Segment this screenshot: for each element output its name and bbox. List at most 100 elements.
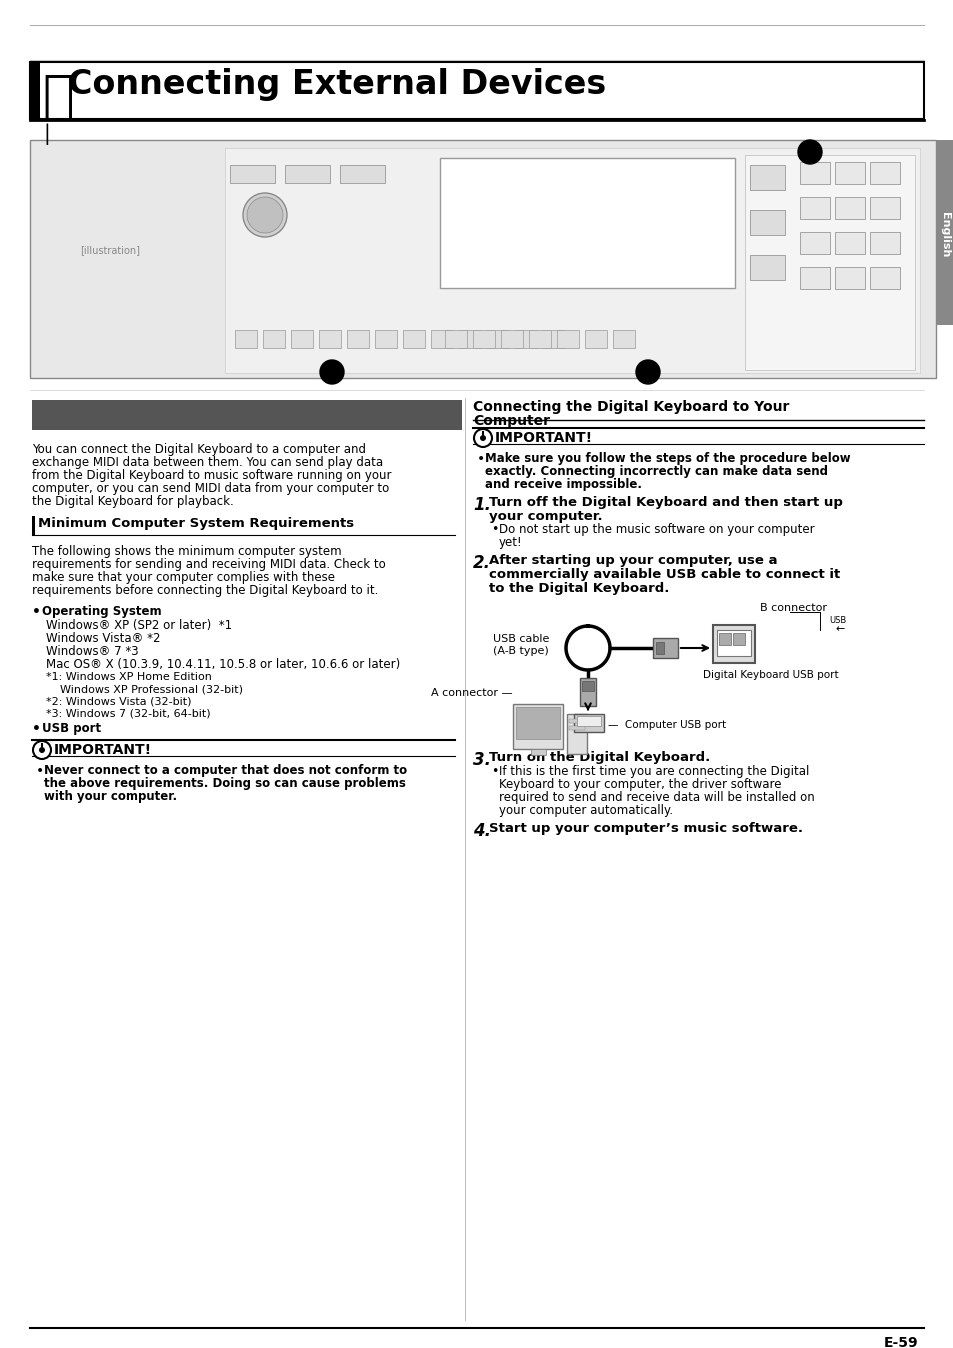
Text: your computer automatically.: your computer automatically. (498, 803, 673, 817)
Text: Start up your computer’s music software.: Start up your computer’s music software. (489, 822, 802, 834)
Text: from the Digital Keyboard to music software running on your: from the Digital Keyboard to music softw… (32, 469, 391, 483)
Text: Digital Keyboard USB port: Digital Keyboard USB port (702, 670, 838, 679)
Text: •: • (32, 605, 41, 619)
Bar (35, 146, 220, 375)
Text: and receive impossible.: and receive impossible. (484, 479, 641, 491)
Bar (869, 197, 899, 218)
Text: Computer: Computer (473, 414, 550, 429)
Text: commercially available USB cable to connect it: commercially available USB cable to conn… (489, 568, 840, 581)
Text: Mac OS® X (10.3.9, 10.4.11, 10.5.8 or later, 10.6.6 or later): Mac OS® X (10.3.9, 10.4.11, 10.5.8 or la… (46, 658, 400, 671)
Text: 4: 4 (811, 200, 818, 209)
Text: 9: 9 (881, 164, 887, 174)
Circle shape (474, 429, 492, 448)
Bar (834, 197, 864, 218)
Text: Connecting External Devices: Connecting External Devices (68, 67, 605, 101)
Bar (566, 714, 586, 754)
Text: -: - (847, 270, 851, 279)
Circle shape (797, 140, 821, 164)
Text: Turn on the Digital Keyboard.: Turn on the Digital Keyboard. (489, 751, 709, 764)
Bar (402, 330, 424, 348)
Bar (800, 197, 829, 218)
Text: •: • (32, 723, 41, 736)
Text: (A-B type): (A-B type) (493, 646, 548, 656)
Text: the above requirements. Doing so can cause problems: the above requirements. Doing so can cau… (44, 776, 405, 790)
Bar (613, 330, 635, 348)
Bar (749, 255, 784, 280)
Text: yet!: yet! (498, 537, 522, 549)
Bar (513, 704, 562, 749)
Bar (732, 634, 744, 644)
Text: Turn off the Digital Keyboard and then start up: Turn off the Digital Keyboard and then s… (489, 496, 842, 510)
Bar (581, 681, 594, 692)
Circle shape (247, 197, 283, 233)
Bar (285, 164, 330, 183)
Bar (557, 330, 578, 348)
Bar (529, 330, 551, 348)
Text: requirements for sending and receiving MIDI data. Check to: requirements for sending and receiving M… (32, 558, 385, 572)
Bar (32, 516, 35, 537)
Text: requirements before connecting the Digital Keyboard to it.: requirements before connecting the Digit… (32, 584, 378, 597)
Circle shape (479, 435, 485, 441)
Text: 2: 2 (846, 235, 852, 244)
Bar (869, 267, 899, 288)
Text: *1: Windows XP Home Edition: *1: Windows XP Home Edition (46, 673, 212, 682)
Text: IMPORTANT!: IMPORTANT! (495, 431, 593, 445)
Text: •: • (491, 766, 497, 778)
Circle shape (39, 747, 45, 754)
Text: [illustration]: [illustration] (80, 245, 140, 255)
Text: 1.: 1. (473, 496, 491, 514)
Bar (579, 678, 596, 706)
Text: •: • (491, 523, 497, 537)
Bar (347, 330, 369, 348)
Text: with your computer.: with your computer. (44, 790, 177, 803)
Bar (584, 330, 606, 348)
Text: USB port: USB port (42, 723, 101, 735)
Bar (230, 164, 274, 183)
Bar (717, 630, 750, 656)
Text: POWER: POWER (234, 167, 260, 173)
Text: 5: 5 (846, 200, 852, 209)
Bar (486, 330, 509, 348)
Bar (318, 330, 340, 348)
Text: 8: 8 (846, 164, 852, 174)
Bar (800, 232, 829, 253)
Bar (568, 727, 584, 731)
Text: Operating System: Operating System (42, 605, 161, 617)
Text: USB: USB (828, 616, 845, 625)
Text: —  Computer USB port: — Computer USB port (607, 720, 725, 731)
Text: IMPORTANT!: IMPORTANT! (54, 743, 152, 758)
Text: RHYTHM: RHYTHM (749, 208, 779, 214)
Bar (834, 232, 864, 253)
Bar (515, 330, 537, 348)
Text: ←: ← (835, 624, 844, 634)
Text: *2: Windows Vista (32-bit): *2: Windows Vista (32-bit) (46, 696, 192, 706)
Bar (869, 232, 899, 253)
Text: Make sure you follow the steps of the procedure below: Make sure you follow the steps of the pr… (484, 452, 850, 465)
Text: make sure that your computer complies with these: make sure that your computer complies wi… (32, 572, 335, 584)
Text: 2.: 2. (473, 554, 491, 572)
Bar (32, 400, 461, 430)
Text: TONE: TONE (749, 163, 768, 168)
Text: 11: 11 (324, 379, 339, 390)
Bar (542, 330, 564, 348)
Text: A connector —: A connector — (431, 687, 513, 698)
Bar (712, 625, 754, 663)
Circle shape (636, 360, 659, 384)
Bar (749, 210, 784, 235)
Bar (30, 62, 40, 119)
Text: •: • (36, 764, 44, 778)
Bar (234, 330, 256, 348)
Text: •: • (476, 452, 485, 466)
Text: 4.: 4. (473, 822, 491, 840)
Text: required to send and receive data will be installed on: required to send and receive data will b… (498, 791, 814, 803)
Circle shape (319, 360, 344, 384)
Text: 7: 7 (811, 164, 818, 174)
Text: +: + (880, 270, 888, 279)
Bar (800, 162, 829, 183)
Text: 3.: 3. (473, 751, 491, 768)
Bar (656, 642, 663, 654)
Bar (834, 267, 864, 288)
Bar (577, 716, 600, 727)
Text: the Digital Keyboard for playback.: the Digital Keyboard for playback. (32, 495, 233, 508)
Text: SONG BANK: SONG BANK (749, 253, 791, 259)
